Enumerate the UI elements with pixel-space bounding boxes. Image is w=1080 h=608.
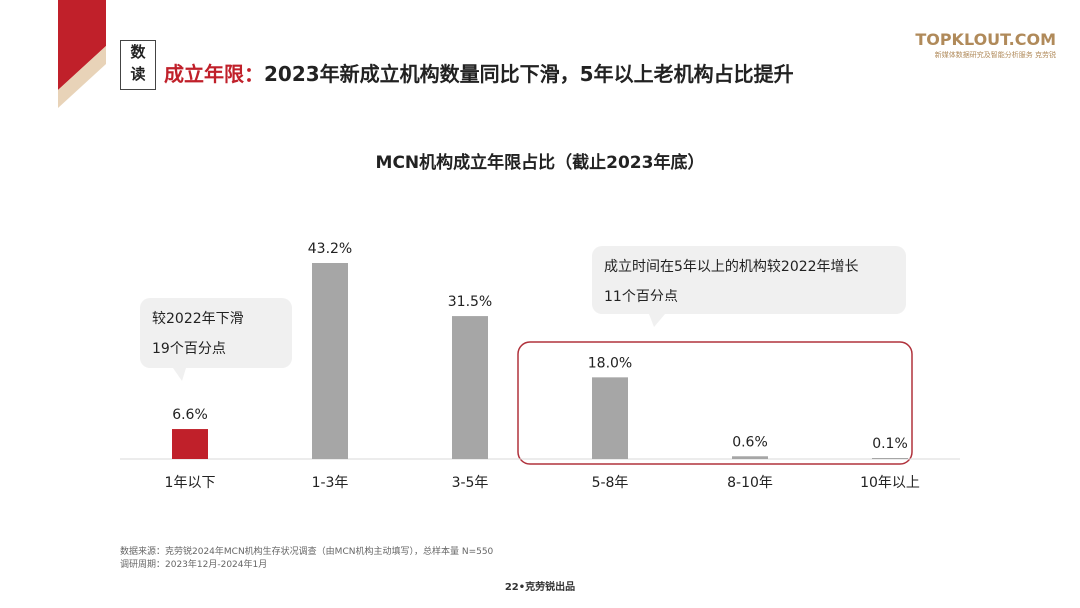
bar-3	[592, 377, 628, 459]
value-label-3: 18.0%	[588, 355, 632, 371]
value-label-5: 0.1%	[872, 436, 908, 452]
category-label-2: 3-5年	[452, 475, 489, 491]
logo-text: TOPKLOUT.COM	[915, 30, 1056, 49]
logo-subtext: 新媒体数据研究及智能分析服务 克劳锐	[934, 51, 1056, 59]
value-label-0: 6.6%	[172, 407, 208, 423]
callout-decline-line1: 较2022年下滑	[152, 311, 244, 327]
corner-decoration	[58, 0, 106, 108]
category-label-1: 1-3年	[312, 475, 349, 491]
highlight-box-5yr-plus	[517, 341, 913, 465]
callout-growth: 成立时间在5年以上的机构较2022年增长 11个百分点	[592, 246, 906, 314]
category-label-0: 1年以下	[165, 475, 216, 491]
value-label-4: 0.6%	[732, 434, 768, 450]
value-label-2: 31.5%	[448, 294, 492, 310]
heading-highlight: 成立年限：	[164, 62, 264, 86]
survey-period: 调研周期：2023年12月-2024年1月	[120, 560, 268, 570]
section-tag: 数 读	[120, 40, 156, 90]
tag-line-2: 读	[130, 65, 146, 83]
callout-growth-pointer	[644, 301, 676, 327]
callout-growth-line1: 成立时间在5年以上的机构较2022年增长	[604, 259, 859, 275]
category-label-4: 8-10年	[727, 475, 773, 491]
page-number: 22•克劳锐出品	[504, 582, 576, 593]
brand-logo: TOPKLOUT.COM 新媒体数据研究及智能分析服务 克劳锐	[915, 30, 1056, 60]
data-source: 数据来源：克劳锐2024年MCN机构生存状况调查（由MCN机构主动填写），总样本…	[120, 547, 494, 557]
footer-notes: 数据来源：克劳锐2024年MCN机构生存状况调查（由MCN机构主动填写），总样本…	[120, 546, 493, 572]
bar-5	[872, 458, 908, 459]
tag-line-1: 数	[130, 43, 146, 61]
callout-decline-pointer	[164, 355, 190, 381]
category-label-3: 5-8年	[592, 475, 629, 491]
bar-4	[732, 456, 768, 459]
bar-1	[312, 263, 348, 459]
heading-text: 2023年新成立机构数量同比下滑，5年以上老机构占比提升	[264, 62, 794, 86]
value-label-1: 43.2%	[308, 241, 352, 257]
chart-title: MCN机构成立年限占比（截止2023年底）	[375, 153, 705, 173]
bar-0	[172, 429, 208, 459]
page-heading: 成立年限：2023年新成立机构数量同比下滑，5年以上老机构占比提升	[164, 58, 794, 87]
category-label-5: 10年以上	[860, 475, 920, 491]
bar-2	[452, 316, 488, 459]
callout-decline-line2: 19个百分点	[152, 341, 226, 357]
